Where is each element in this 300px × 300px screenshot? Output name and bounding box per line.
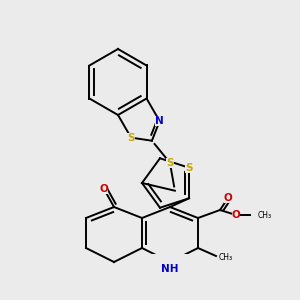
Text: O: O xyxy=(232,210,240,220)
Text: S: S xyxy=(127,133,135,142)
Text: S: S xyxy=(166,158,174,168)
Text: NH: NH xyxy=(161,264,179,274)
Text: CH₃: CH₃ xyxy=(219,254,233,262)
Text: S: S xyxy=(185,163,193,173)
Text: O: O xyxy=(100,184,108,194)
Text: CH₃: CH₃ xyxy=(258,211,272,220)
Text: O: O xyxy=(224,193,232,203)
Text: N: N xyxy=(155,116,164,126)
